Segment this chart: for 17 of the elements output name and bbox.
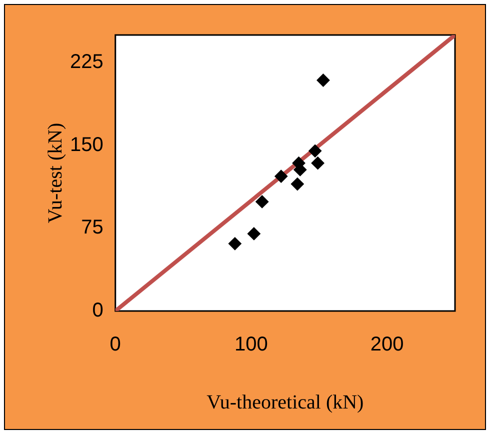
y-tick-label: 150 xyxy=(70,134,104,156)
point xyxy=(290,178,304,191)
point xyxy=(274,170,288,183)
x-tick-label: 100 xyxy=(234,334,268,356)
point xyxy=(247,227,260,240)
y-tick-label: 75 xyxy=(81,216,104,239)
x-axis-title: Vu-theoretical (kN) xyxy=(206,391,364,414)
point xyxy=(228,237,242,250)
y-tick-label: 225 xyxy=(70,51,104,74)
y-tick-label: 0 xyxy=(92,300,104,322)
x-tick-label: 0 xyxy=(110,334,121,356)
point xyxy=(256,195,269,208)
y-axis-title: Vu-test (kN) xyxy=(44,122,66,224)
point xyxy=(308,144,322,158)
point xyxy=(316,74,330,87)
x-tick-label: 200 xyxy=(370,334,404,356)
point xyxy=(311,156,324,170)
